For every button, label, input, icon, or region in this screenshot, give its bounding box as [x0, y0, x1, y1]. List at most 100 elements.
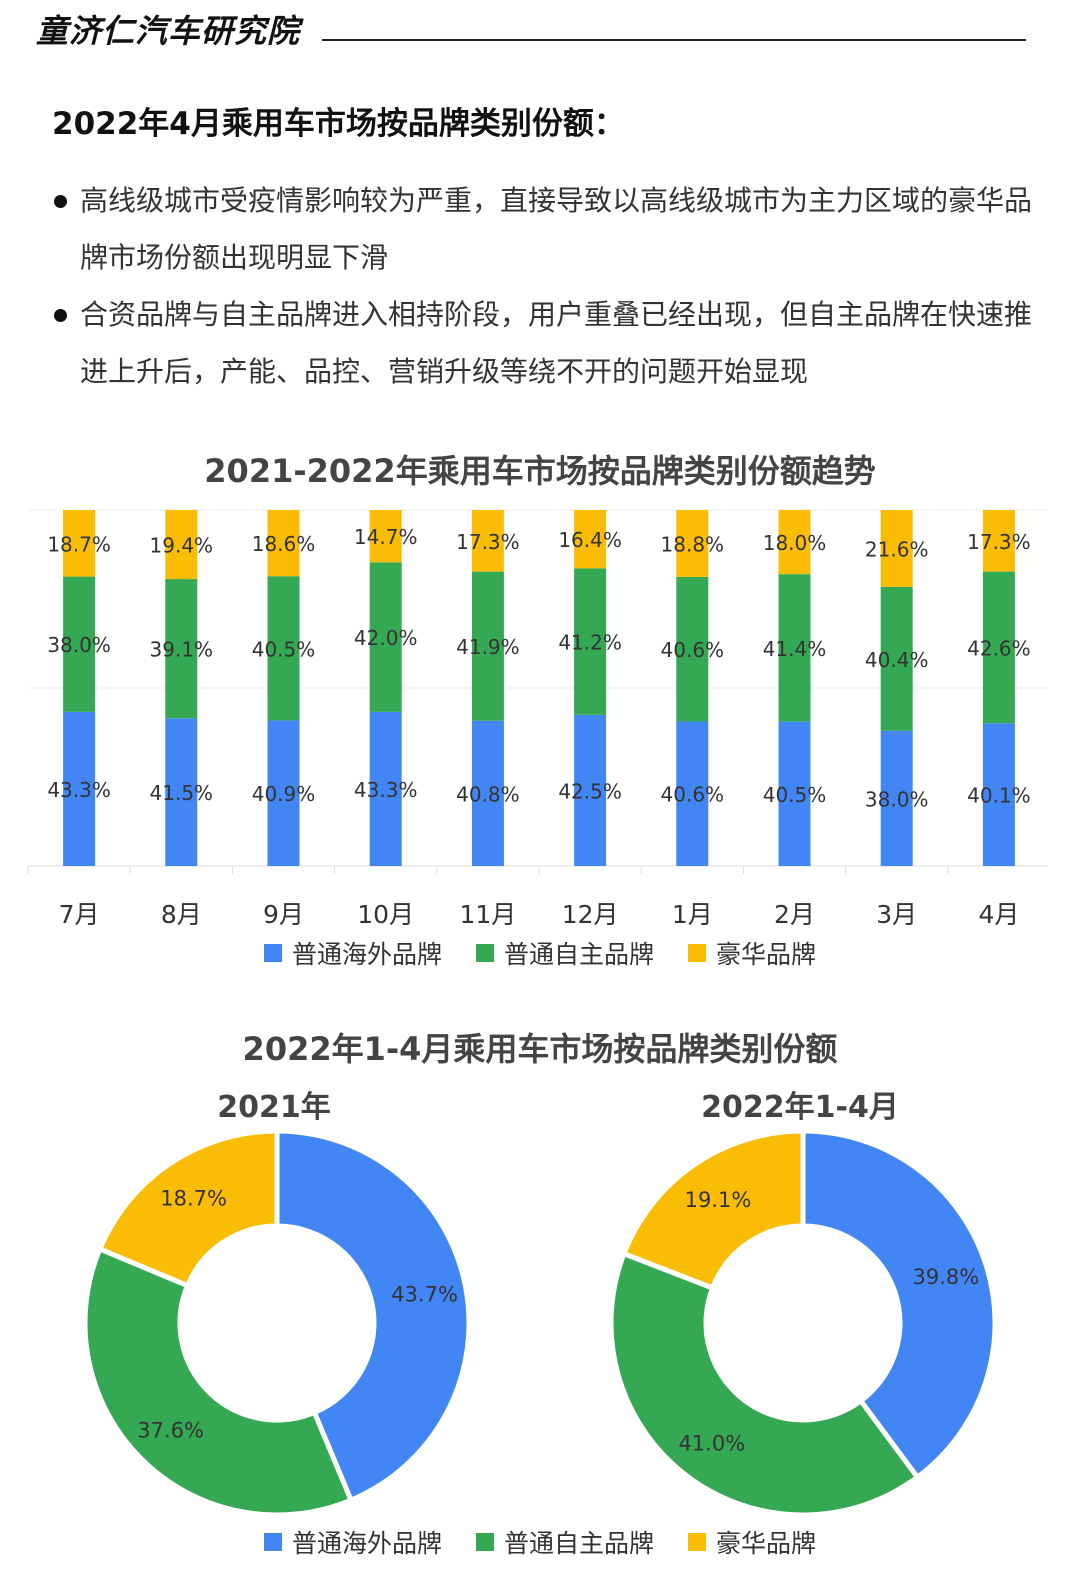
donut-legend: 普通海外品牌 普通自主品牌 豪华品牌 [0, 1524, 1080, 1560]
header: 童济仁汽车研究院 [36, 4, 1026, 54]
bar-domestic [778, 574, 811, 722]
bar-domestic [982, 571, 1015, 724]
x-tick-label: 1月 [672, 900, 713, 929]
legend-item-luxury: 豪华品牌 [688, 1524, 816, 1560]
donut-charts: 43.7% 37.6% 18.7% 39.8% 41.0% 19.1% [82, 1128, 998, 1518]
bar-luxury [267, 510, 300, 577]
bar-value-label: 42.5% [558, 779, 622, 803]
donut-value-label: 19.1% [685, 1188, 752, 1212]
legend-label: 普通海外品牌 [291, 1529, 442, 1558]
brand-name: 童济仁汽车研究院 [36, 12, 301, 50]
bar-value-label: 18.8% [661, 532, 725, 556]
donut-slice-luxury [96, 1128, 280, 1289]
bar-domestic [63, 576, 96, 712]
bar-overseas [267, 720, 300, 866]
x-tick-label: 11月 [459, 900, 516, 929]
legend-label: 普通自主品牌 [503, 940, 654, 969]
legend-swatch-domestic [475, 1533, 494, 1551]
legend-item-overseas: 普通海外品牌 [263, 935, 442, 971]
bar-luxury [676, 510, 709, 577]
bar-luxury [63, 510, 96, 577]
legend-item-overseas: 普通海外品牌 [263, 1524, 442, 1560]
donut-value-label: 39.8% [913, 1265, 980, 1289]
bar-luxury [880, 510, 913, 587]
x-tick-label: 8月 [161, 900, 202, 929]
legend-label: 豪华品牌 [716, 1529, 817, 1558]
bullet-item: 高线级城市受疫情影响较为严重，直接导致以高线级城市为主力区域的豪华品牌市场份额出… [52, 172, 1042, 286]
bar-value-label: 40.6% [661, 638, 725, 662]
donut-value-label: 41.0% [678, 1432, 745, 1456]
bar-overseas [63, 711, 96, 866]
bar-value-label: 40.4% [865, 648, 929, 672]
donut-value-label: 18.7% [160, 1187, 227, 1211]
bar-value-label: 38.0% [865, 787, 929, 811]
bullet-list: 高线级城市受疫情影响较为严重，直接导致以高线级城市为主力区域的豪华品牌市场份额出… [52, 172, 1042, 400]
x-tick-label: 10月 [357, 900, 414, 929]
bar-value-label: 18.7% [47, 532, 111, 556]
stacked-bar-chart: 43.3% 38.0% 18.7% 7月 41.5% 39.1% 19.4% 8月 40.9% 4… [27, 509, 1048, 929]
bar-domestic [471, 571, 504, 721]
bar-domestic [574, 568, 607, 715]
donut-slice-domestic [608, 1250, 921, 1518]
x-tick-label: 4月 [978, 900, 1019, 929]
bar-luxury [471, 510, 504, 572]
legend-swatch-luxury [688, 1533, 706, 1551]
bar-value-label: 40.5% [763, 783, 827, 807]
donut-slice-overseas [800, 1128, 998, 1481]
x-tick-label: 2月 [774, 900, 815, 929]
bar-value-label: 14.7% [354, 525, 418, 549]
legend-item-domestic: 普通自主品牌 [475, 935, 654, 971]
bar-value-label: 39.1% [150, 638, 214, 662]
donut-section-title: 2022年1-4月乘用车市场按品牌类别份额 [242, 1030, 838, 1068]
bar-value-label: 42.0% [354, 626, 418, 650]
bar-value-label: 40.1% [967, 784, 1031, 808]
legend-item-luxury: 豪华品牌 [688, 935, 816, 971]
donut-value-label: 37.6% [137, 1418, 204, 1442]
bar-value-label: 18.0% [763, 531, 827, 555]
bar-luxury [778, 510, 811, 575]
bar-value-label: 40.5% [252, 637, 316, 661]
legend-label: 普通海外品牌 [291, 940, 442, 969]
bar-value-label: 41.9% [456, 635, 520, 659]
bar-domestic [676, 576, 709, 722]
bar-overseas [165, 718, 198, 866]
bar-value-label: 16.4% [558, 528, 622, 552]
bar-overseas [778, 721, 811, 866]
donut-2022-subtitle: 2022年1-4月 [701, 1090, 899, 1125]
x-tick-label: 12月 [562, 900, 619, 929]
bar-overseas [574, 714, 607, 866]
x-tick-label: 9月 [263, 900, 304, 929]
bar-overseas [471, 720, 504, 866]
bar-domestic [165, 579, 198, 719]
bar-overseas [676, 721, 709, 866]
bar-value-label: 42.6% [967, 636, 1031, 660]
bar-value-label: 17.3% [456, 530, 520, 554]
bar-overseas [880, 730, 913, 866]
bar-overseas [982, 723, 1015, 866]
bar-value-label: 41.4% [763, 637, 827, 661]
legend-label: 豪华品牌 [716, 940, 817, 969]
legend-swatch-domestic [475, 944, 494, 962]
bar-legend: 普通海外品牌 普通自主品牌 豪华品牌 [0, 935, 1080, 971]
bar-chart-title: 2021-2022年乘用车市场按品牌类别份额趋势 [204, 452, 876, 490]
bar-domestic [267, 576, 300, 721]
legend-swatch-overseas [263, 944, 282, 962]
bar-value-label: 41.2% [558, 631, 622, 655]
bar-value-label: 18.6% [252, 532, 316, 556]
bar-value-label: 43.3% [354, 778, 418, 802]
bar-value-label: 40.6% [661, 783, 725, 807]
bar-value-label: 38.0% [47, 633, 111, 657]
bar-value-label: 19.4% [150, 534, 214, 558]
header-rule [322, 39, 1026, 41]
bar-luxury [574, 510, 607, 569]
bar-domestic [880, 586, 913, 731]
legend-swatch-overseas [263, 1533, 282, 1551]
bar-domestic [369, 562, 402, 712]
donut-slice-overseas [274, 1128, 472, 1504]
donut-slice-luxury [620, 1128, 806, 1292]
bar-luxury [165, 510, 198, 580]
legend-label: 普通自主品牌 [503, 1529, 654, 1558]
bar-value-label: 17.3% [967, 530, 1031, 554]
bar-luxury [369, 510, 402, 563]
bar-luxury [982, 510, 1015, 572]
